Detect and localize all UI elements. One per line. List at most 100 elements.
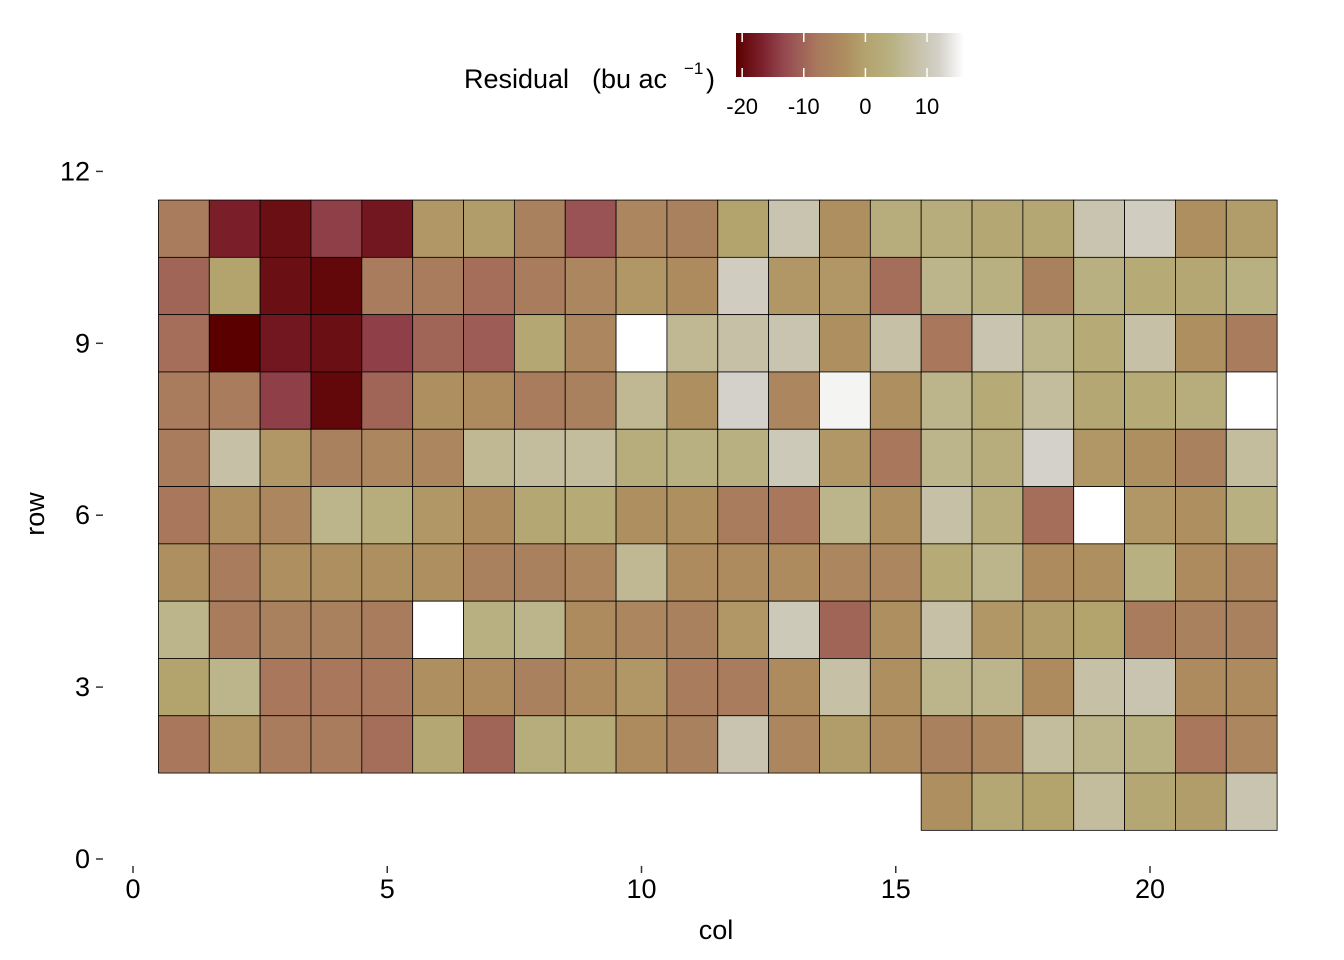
heatmap-tile	[666, 371, 719, 430]
heatmap-tile	[1124, 256, 1176, 316]
heatmap-tile	[869, 371, 922, 430]
heatmap-tile	[819, 256, 871, 316]
heatmap-tile	[463, 199, 515, 258]
heatmap-tile	[1073, 543, 1125, 602]
heatmap-tile	[920, 314, 973, 373]
heatmap-tile	[208, 371, 261, 430]
heatmap-tile	[971, 428, 1024, 487]
heatmap-tile	[717, 543, 770, 602]
heatmap-tile	[412, 199, 464, 258]
heatmap-tile	[1073, 371, 1125, 430]
heatmap-tile	[819, 371, 871, 430]
heatmap-tile	[1073, 428, 1125, 487]
heatmap-tile	[513, 256, 566, 316]
heatmap-tile	[615, 486, 668, 545]
heatmap-tile	[869, 314, 922, 373]
heatmap-tile	[717, 256, 770, 316]
legend-tick-label: 10	[915, 94, 939, 119]
heatmap-tile	[869, 199, 922, 258]
heatmap-tile	[920, 600, 973, 659]
heatmap-tile	[564, 658, 617, 717]
heatmap-tile	[869, 428, 922, 487]
heatmap-tile	[869, 256, 922, 316]
heatmap-tile	[208, 543, 261, 602]
heatmap-tile	[666, 199, 719, 258]
x-axis: 0 5 10 15 20	[125, 866, 1165, 904]
heatmap-tile	[1124, 486, 1176, 545]
heatmap-tile	[259, 715, 312, 774]
heatmap-tile	[869, 600, 922, 659]
heatmap-tile	[971, 772, 1024, 831]
heatmap-tile	[1022, 543, 1075, 602]
heatmap-tile	[819, 199, 871, 258]
heatmap-tile	[717, 314, 770, 373]
legend-title-unit-open: (bu ac	[592, 64, 667, 94]
heatmap-tile	[1175, 772, 1227, 831]
heatmap-tile	[1175, 658, 1227, 717]
heatmap-tile	[412, 314, 464, 373]
heatmap-tile	[361, 543, 414, 602]
heatmap-tile	[513, 486, 566, 545]
heatmap-tile	[208, 428, 261, 487]
heatmap-tile	[463, 428, 515, 487]
y-tick-label: 9	[75, 328, 90, 358]
heatmap-tile	[310, 428, 363, 487]
heatmap-tile	[412, 543, 464, 602]
heatmap-tile	[1175, 486, 1227, 545]
heatmap-tile	[259, 658, 312, 717]
heatmap-tile	[208, 314, 261, 373]
heatmap-tile	[615, 256, 668, 316]
heatmap-tile	[666, 314, 719, 373]
heatmap-tile	[920, 256, 973, 316]
heatmap-tile	[412, 600, 464, 659]
heatmap-tile	[463, 314, 515, 373]
heatmap-tile	[717, 600, 770, 659]
heatmap-tile	[1022, 199, 1075, 258]
legend-title-unit-close: )	[706, 64, 715, 94]
heatmap-tile	[1175, 314, 1227, 373]
heatmap-tile	[920, 715, 973, 774]
heatmap-tile	[412, 658, 464, 717]
heatmap-tile	[208, 658, 261, 717]
heatmap-tile	[513, 428, 566, 487]
heatmap-tile	[768, 428, 820, 487]
heatmap-tile	[158, 428, 210, 487]
heatmap-tile	[1225, 715, 1278, 774]
heatmap-tile	[564, 486, 617, 545]
heatmap-tile	[615, 371, 668, 430]
heatmap-tile	[1175, 371, 1227, 430]
heatmap-tile	[819, 658, 871, 717]
heatmap-tile	[666, 600, 719, 659]
heatmap-tile	[158, 543, 210, 602]
heatmap-tile	[1073, 314, 1125, 373]
heatmap-tile	[768, 486, 820, 545]
heatmap-tile	[361, 314, 414, 373]
heatmap-tile	[463, 658, 515, 717]
heatmap-tile	[920, 371, 973, 430]
heatmap-tile	[259, 199, 312, 258]
heatmap-tile	[971, 486, 1024, 545]
heatmap-tile	[1073, 486, 1125, 545]
heatmap-tile	[1225, 486, 1278, 545]
heatmap-tile	[259, 314, 312, 373]
heatmap-tile	[1225, 600, 1278, 659]
heatmap-tile	[310, 371, 363, 430]
legend-colorbar	[736, 33, 964, 77]
heatmap-tile	[158, 715, 210, 774]
heatmap-tile	[259, 600, 312, 659]
heatmap-tile	[1022, 256, 1075, 316]
heatmap-tile	[259, 486, 312, 545]
heatmap-tile	[1073, 715, 1125, 774]
heatmap-tile	[717, 486, 770, 545]
heatmap-tile	[1225, 314, 1278, 373]
heatmap-tile	[1124, 658, 1176, 717]
heatmap-tile	[819, 314, 871, 373]
heatmap-tile	[463, 256, 515, 316]
heatmap-tile	[1073, 658, 1125, 717]
heatmap-tile	[971, 256, 1024, 316]
legend-title-unit-exp: −1	[684, 59, 703, 78]
heatmap-tile	[1022, 486, 1075, 545]
heatmap-tile	[666, 486, 719, 545]
heatmap-tile	[564, 256, 617, 316]
